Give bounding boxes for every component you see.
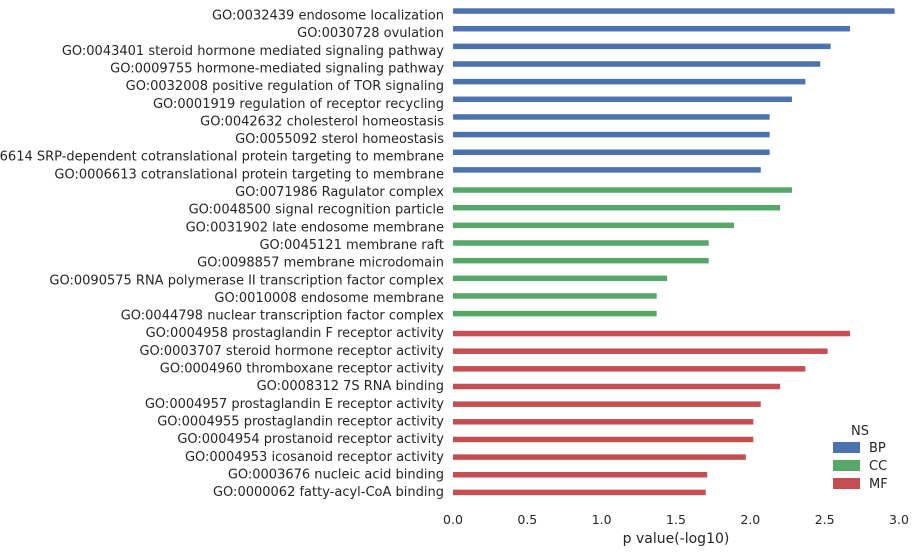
- x-tick-label-5: 2.5: [815, 512, 835, 527]
- legend-label-bp: BP: [869, 441, 886, 456]
- category-label-11: GO:0048500 signal recognition particle: [189, 203, 444, 218]
- category-label-19: GO:0003707 steroid hormone receptor acti…: [139, 344, 444, 359]
- bar-3: [453, 61, 821, 67]
- category-label-22: GO:0004957 prostaglandin E receptor acti…: [145, 397, 444, 412]
- category-label-25: GO:0004953 icosanoid receptor activity: [185, 450, 444, 465]
- bar-22: [453, 401, 761, 407]
- bar-8: [453, 149, 770, 155]
- category-label-2: GO:0043401 steroid hormone mediated sign…: [62, 44, 444, 59]
- bar-25: [453, 454, 746, 460]
- category-label-17: GO:0044798 nuclear transcription factor …: [121, 309, 445, 324]
- bar-20: [453, 366, 806, 372]
- bar-0: [453, 8, 895, 14]
- x-tick-label-1: 0.5: [517, 512, 537, 527]
- bar-15: [453, 275, 668, 282]
- legend-swatch-cc: [833, 460, 860, 471]
- category-label-13: GO:0045121 membrane raft: [259, 238, 444, 253]
- category-label-15: GO:0090575 RNA polymerase II transcripti…: [49, 273, 444, 288]
- category-label-14: GO:0098857 membrane microdomain: [197, 256, 444, 271]
- category-label-26: GO:0003676 nucleic acid binding: [228, 467, 444, 482]
- legend-label-mf: MF: [869, 477, 888, 492]
- x-axis-label: p value(-log10): [623, 531, 730, 547]
- legend-swatch-mf: [833, 478, 860, 489]
- category-label-3: GO:0009755 hormone-mediated signaling pa…: [110, 61, 444, 76]
- category-label-18: GO:0004958 prostaglandin F receptor acti…: [146, 326, 445, 341]
- bar-2: [453, 43, 831, 50]
- category-label-12: GO:0031902 late endosome membrane: [186, 220, 444, 235]
- x-tick-label-3: 1.5: [666, 512, 686, 527]
- bar-9: [453, 167, 761, 173]
- legend-label-cc: CC: [869, 459, 887, 474]
- bar-10: [453, 187, 792, 193]
- category-label-9: GO:0006613 cotranslational protein targe…: [54, 167, 444, 182]
- bar-19: [453, 348, 828, 354]
- category-label-5: GO:0001919 regulation of receptor recycl…: [153, 97, 444, 112]
- category-label-10: GO:0071986 Ragulator complex: [235, 185, 444, 200]
- bar-12: [453, 222, 734, 229]
- bar-24: [453, 436, 754, 443]
- category-label-27: GO:0000062 fatty-acyl-CoA binding: [213, 485, 444, 500]
- category-label-0: GO:0032439 endosome localization: [212, 9, 444, 24]
- x-tick-label-0: 0.0: [443, 512, 463, 527]
- bar-16: [453, 293, 657, 299]
- legend-swatch-bp: [833, 442, 860, 453]
- category-label-21: GO:0008312 7S RNA binding: [257, 379, 444, 394]
- bar-13: [453, 240, 709, 246]
- legend: NS BP CC MF: [833, 424, 888, 492]
- x-tick-label-6: 3.0: [889, 512, 909, 527]
- legend-title: NS: [851, 424, 869, 439]
- bar-14: [453, 257, 709, 264]
- category-label-6: GO:0042632 cholesterol homeostasis: [200, 114, 444, 129]
- bar-4: [453, 78, 806, 85]
- bar-7: [453, 131, 770, 138]
- category-label-4: GO:0032008 positive regulation of TOR si…: [126, 79, 444, 94]
- bar-18: [453, 330, 850, 337]
- category-label-1: GO:0030728 ovulation: [297, 26, 444, 41]
- bars-layer: [453, 8, 895, 496]
- bar-26: [453, 472, 708, 478]
- bar-6: [453, 114, 770, 120]
- bar-21: [453, 383, 781, 390]
- category-label-20: GO:0004960 thromboxane receptor activity: [160, 362, 445, 377]
- category-label-8: GO:0006614 SRP-dependent cotranslational…: [0, 150, 444, 165]
- x-tick-label-4: 2.0: [740, 512, 760, 527]
- category-labels: GO:0032439 endosome localization GO:00307…: [0, 9, 444, 501]
- category-label-7: GO:0055092 sterol homeostasis: [235, 132, 444, 147]
- x-tick-label-2: 1.0: [592, 512, 612, 527]
- bar-27: [453, 489, 706, 496]
- category-label-24: GO:0004954 prostanoid receptor activity: [177, 432, 444, 447]
- category-label-23: GO:0004955 prostaglandin receptor activi…: [157, 414, 444, 429]
- bar-1: [453, 25, 850, 32]
- x-axis: 0.0 0.5 1.0 1.5 2.0 2.5 3.0: [443, 512, 909, 527]
- category-label-16: GO:0010008 endosome membrane: [214, 291, 444, 306]
- bar-11: [453, 204, 781, 211]
- bar-17: [453, 310, 657, 317]
- bar-5: [453, 96, 792, 103]
- bar-23: [453, 419, 754, 425]
